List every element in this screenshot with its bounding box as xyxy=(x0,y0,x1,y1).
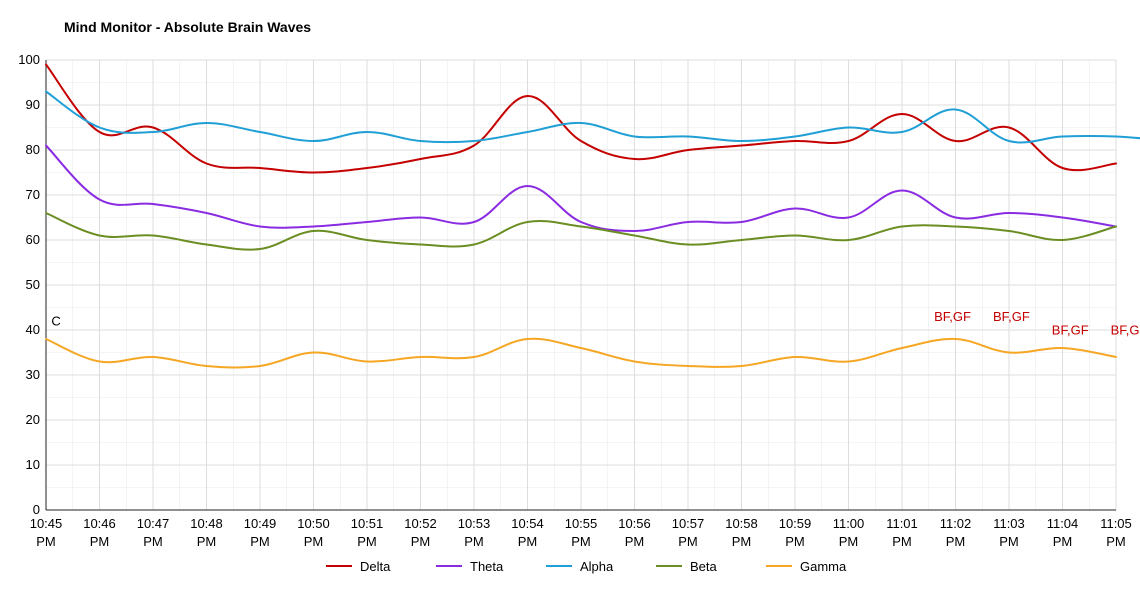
y-tick-label: 0 xyxy=(33,502,40,517)
legend-label-delta: Delta xyxy=(360,559,391,574)
y-tick-label: 60 xyxy=(26,232,40,247)
annotation-label: BF,GF xyxy=(1111,323,1140,338)
y-tick-label: 50 xyxy=(26,277,40,292)
x-tick-label: 11:01 xyxy=(886,516,918,531)
x-tick-label: 11:02 xyxy=(940,516,972,531)
brainwave-chart: Mind Monitor - Absolute Brain Waves 0 10 2… xyxy=(0,0,1140,600)
y-tick-label: 40 xyxy=(26,322,40,337)
x-tick-label: 11:05 xyxy=(1100,516,1132,531)
x-tick-label: 11:00 xyxy=(833,516,865,531)
x-tick-sublabel: PM xyxy=(892,534,912,549)
legend-label-alpha: Alpha xyxy=(580,559,614,574)
y-tick-label: 70 xyxy=(26,187,40,202)
x-tick-sublabel: PM xyxy=(1106,534,1126,549)
x-tick-sublabel: PM xyxy=(464,534,484,549)
x-tick-sublabel: PM xyxy=(250,534,270,549)
x-tick-label: 10:57 xyxy=(672,516,705,531)
y-tick-label: 80 xyxy=(26,142,40,157)
x-tick-label: 11:04 xyxy=(1047,516,1079,531)
legend-label-beta: Beta xyxy=(690,559,718,574)
annotation-label: BF,GF xyxy=(1052,323,1089,338)
y-axis: 0 10 20 30 40 50 60 70 80 90 100 xyxy=(18,52,40,517)
series-alpha xyxy=(46,92,1140,143)
x-tick-label: 10:51 xyxy=(351,516,384,531)
chart-annotations: C BF,GF BF,GF BF,GF BF,GF xyxy=(51,309,1140,338)
y-tick-label: 90 xyxy=(26,97,40,112)
x-tick-sublabel: PM xyxy=(143,534,163,549)
x-tick-sublabel: PM xyxy=(357,534,377,549)
x-tick-sublabel: PM xyxy=(839,534,859,549)
y-tick-label: 100 xyxy=(18,52,40,67)
x-axis: 10:45 PM 10:46 PM 10:47 PM 10:48 PM 10:49 PM 10:50… xyxy=(30,516,1132,549)
y-tick-label: 30 xyxy=(26,367,40,382)
x-tick-label: 10:55 xyxy=(565,516,598,531)
x-tick-sublabel: PM xyxy=(999,534,1019,549)
x-tick-label: 10:56 xyxy=(618,516,651,531)
chart-legend: Delta Theta Alpha Beta Gamma xyxy=(326,559,847,574)
legend-label-theta: Theta xyxy=(470,559,504,574)
y-tick-label: 10 xyxy=(26,457,40,472)
x-tick-sublabel: PM xyxy=(625,534,645,549)
annotation-label: C xyxy=(51,314,60,329)
x-tick-sublabel: PM xyxy=(518,534,538,549)
chart-series xyxy=(46,65,1140,368)
chart-title: Mind Monitor - Absolute Brain Waves xyxy=(64,19,311,35)
x-tick-label: 10:59 xyxy=(779,516,812,531)
x-tick-label: 10:46 xyxy=(83,516,116,531)
x-tick-sublabel: PM xyxy=(732,534,752,549)
x-tick-sublabel: PM xyxy=(411,534,431,549)
annotation-label: BF,GF xyxy=(993,309,1030,324)
x-tick-label: 10:49 xyxy=(244,516,277,531)
y-tick-label: 20 xyxy=(26,412,40,427)
x-tick-label: 11:03 xyxy=(993,516,1025,531)
x-tick-sublabel: PM xyxy=(90,534,110,549)
x-tick-label: 10:50 xyxy=(297,516,330,531)
x-tick-label: 10:48 xyxy=(190,516,223,531)
x-tick-sublabel: PM xyxy=(571,534,591,549)
x-tick-sublabel: PM xyxy=(678,534,698,549)
chart-grid xyxy=(46,60,1116,510)
x-tick-sublabel: PM xyxy=(946,534,966,549)
x-tick-label: 10:52 xyxy=(404,516,437,531)
legend-label-gamma: Gamma xyxy=(800,559,847,574)
x-tick-sublabel: PM xyxy=(785,534,805,549)
x-tick-label: 10:54 xyxy=(511,516,544,531)
x-tick-label: 10:58 xyxy=(725,516,758,531)
x-tick-sublabel: PM xyxy=(304,534,324,549)
x-tick-sublabel: PM xyxy=(1053,534,1073,549)
x-tick-label: 10:47 xyxy=(137,516,170,531)
x-tick-label: 10:53 xyxy=(458,516,491,531)
x-tick-sublabel: PM xyxy=(197,534,217,549)
x-tick-sublabel: PM xyxy=(36,534,56,549)
x-tick-label: 10:45 xyxy=(30,516,63,531)
annotation-label: BF,GF xyxy=(934,309,971,324)
